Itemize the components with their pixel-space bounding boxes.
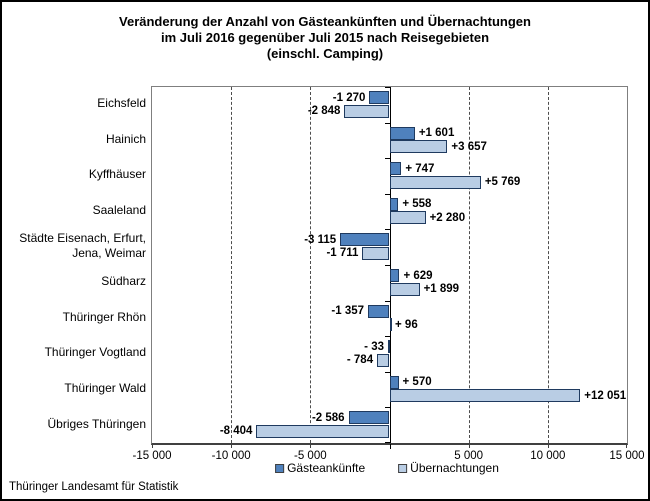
- value-label: -1 711: [326, 247, 359, 260]
- bar-uebernachtungen: [256, 424, 390, 438]
- legend-marker: [398, 463, 408, 473]
- bar-uebernachtungen: [362, 246, 390, 260]
- value-label: -1 357: [331, 305, 365, 318]
- category-axis-tick: [384, 158, 390, 160]
- x-axis-tick: [310, 444, 312, 448]
- zero-axis-line: [389, 87, 391, 443]
- bar-gaesteankuenfte: [389, 269, 400, 282]
- x-axis-tick: [547, 444, 549, 448]
- bar-gaesteankuenfte: [368, 304, 390, 318]
- category-axis-tick: [384, 265, 390, 266]
- category-label: Kyffhäuser: [88, 167, 146, 182]
- category-label: Südharz: [101, 274, 146, 289]
- legend: Gästeankünfte Übernachtungen: [275, 461, 499, 475]
- category-axis-tick: [384, 442, 390, 443]
- category-axis-tick: [384, 371, 390, 373]
- value-label: -1 270: [332, 91, 366, 104]
- category-axis-tick: [384, 336, 390, 338]
- bar-uebernachtungen: [389, 175, 481, 189]
- value-label: +5 769: [484, 176, 521, 189]
- value-label: + 747: [405, 162, 435, 175]
- bar-gaesteankuenfte: [389, 162, 402, 176]
- plot-area: -1 270 -2 848 +1 601 +3 657 + 747 +5 769 + 558…: [151, 86, 628, 445]
- bar-uebernachtungen: [389, 318, 392, 332]
- bar-gaesteankuenfte: [389, 375, 399, 389]
- x-tick-label: -15 000: [132, 450, 172, 462]
- x-axis: -15 000 -10 000 -5 000 5 000 10 000 15 000: [132, 444, 645, 466]
- category-axis-tick: [384, 193, 390, 195]
- bar-uebernachtungen: [389, 140, 448, 154]
- bar-gaesteankuenfte: [369, 91, 390, 104]
- bar-gaesteankuenfte: [389, 197, 399, 211]
- category-axis-tick: [384, 87, 390, 88]
- value-label: -2 586: [311, 411, 345, 424]
- value-label: +1 601: [418, 127, 455, 140]
- legend-item: Gästeankünfte: [275, 461, 365, 475]
- value-label: -8 404: [219, 425, 253, 438]
- bar-gaesteankuenfte: [348, 411, 390, 425]
- bar-uebernachtungen: [389, 211, 426, 225]
- value-label: +3 657: [451, 140, 487, 153]
- category-label: Städte Eisenach, Erfurt, Jena, Weimar: [19, 231, 146, 261]
- bar-uebernachtungen: [377, 353, 390, 367]
- value-label: +2 280: [429, 211, 466, 224]
- legend-label: Gästeankünfte: [287, 461, 366, 475]
- gridline: [231, 87, 233, 443]
- bar-uebernachtungen: [344, 104, 390, 118]
- category-axis-tick: [384, 122, 390, 124]
- value-label: - 784: [346, 354, 374, 367]
- value-label: +12 051: [584, 389, 627, 402]
- x-tick-label: -5 000: [294, 450, 327, 462]
- chart-title: Veränderung der Anzahl von Gästeankünfte…: [119, 14, 531, 61]
- gridline: [468, 87, 470, 443]
- bar-uebernachtungen: [389, 389, 581, 403]
- category-label: Thüringer Rhön: [62, 309, 146, 324]
- bar-uebernachtungen: [389, 282, 420, 296]
- gridline: [547, 87, 549, 443]
- value-label: - 33: [364, 340, 384, 353]
- legend-label: Übernachtungen: [410, 461, 499, 475]
- x-axis-tick: [152, 444, 153, 448]
- category-label: Übriges Thüringen: [47, 416, 146, 431]
- value-label: -3 115: [304, 233, 337, 246]
- bar-gaesteankuenfte: [388, 340, 390, 354]
- category-label: Thüringer Vogtland: [44, 345, 146, 360]
- x-tick-label: -10 000: [211, 450, 251, 462]
- gridline: [310, 87, 312, 443]
- x-axis-tick: [626, 444, 627, 448]
- category-label: Hainich: [105, 131, 146, 146]
- x-tick-label: 5 000: [454, 450, 484, 462]
- value-label: +1 899: [423, 283, 460, 295]
- category-label: Thüringer Wald: [64, 381, 146, 396]
- value-label: -2 848: [307, 105, 341, 117]
- x-axis-tick: [468, 444, 470, 448]
- value-label: + 558: [402, 198, 432, 211]
- category-axis-tick: [384, 300, 390, 302]
- bar-gaesteankuenfte: [389, 126, 415, 140]
- x-axis-tick: [231, 444, 233, 448]
- value-label: + 96: [395, 318, 418, 331]
- source-note: Thüringer Landesamt für Statistik: [9, 481, 179, 493]
- x-tick-label: 15 000: [609, 450, 645, 462]
- legend-marker: [275, 463, 285, 473]
- legend-item: Übernachtungen: [398, 461, 499, 475]
- bar-gaesteankuenfte: [340, 233, 390, 247]
- value-label: + 629: [403, 269, 433, 282]
- category-axis-tick: [384, 407, 390, 409]
- x-tick-label: 10 000: [530, 450, 566, 462]
- category-label: Saaleland: [92, 203, 146, 218]
- value-label: + 570: [402, 376, 432, 389]
- x-axis-tick: [389, 444, 391, 449]
- category-axis-tick: [384, 229, 390, 231]
- category-label: Eichsfeld: [97, 96, 146, 111]
